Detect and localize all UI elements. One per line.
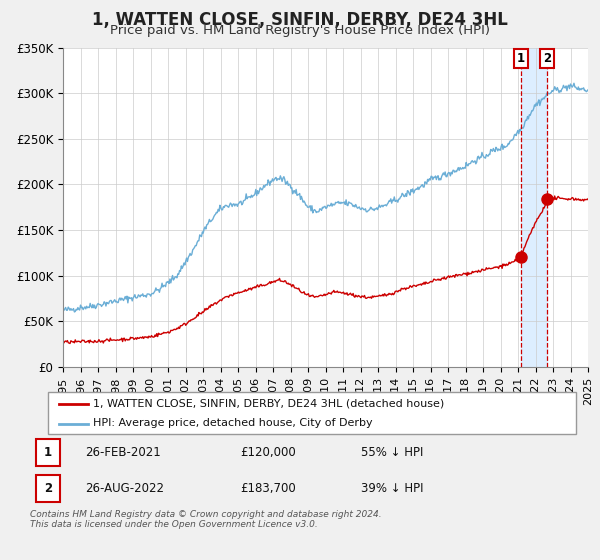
Text: 39% ↓ HPI: 39% ↓ HPI xyxy=(361,482,424,495)
Text: 2: 2 xyxy=(44,482,52,495)
Text: 2: 2 xyxy=(543,52,551,65)
Text: HPI: Average price, detached house, City of Derby: HPI: Average price, detached house, City… xyxy=(93,418,373,428)
Text: £120,000: £120,000 xyxy=(240,446,296,459)
Text: 1, WATTEN CLOSE, SINFIN, DERBY, DE24 3HL: 1, WATTEN CLOSE, SINFIN, DERBY, DE24 3HL xyxy=(92,11,508,29)
Text: 26-FEB-2021: 26-FEB-2021 xyxy=(85,446,161,459)
Text: 26-AUG-2022: 26-AUG-2022 xyxy=(85,482,164,495)
Bar xyxy=(35,475,61,502)
Text: 1, WATTEN CLOSE, SINFIN, DERBY, DE24 3HL (detached house): 1, WATTEN CLOSE, SINFIN, DERBY, DE24 3HL… xyxy=(93,399,444,409)
Text: £183,700: £183,700 xyxy=(240,482,296,495)
Bar xyxy=(35,439,61,465)
Text: 55% ↓ HPI: 55% ↓ HPI xyxy=(361,446,424,459)
Text: 1: 1 xyxy=(517,52,524,65)
Text: Price paid vs. HM Land Registry's House Price Index (HPI): Price paid vs. HM Land Registry's House … xyxy=(110,24,490,36)
Text: 1: 1 xyxy=(44,446,52,459)
Bar xyxy=(521,48,547,367)
Text: Contains HM Land Registry data © Crown copyright and database right 2024.
This d: Contains HM Land Registry data © Crown c… xyxy=(30,510,382,529)
